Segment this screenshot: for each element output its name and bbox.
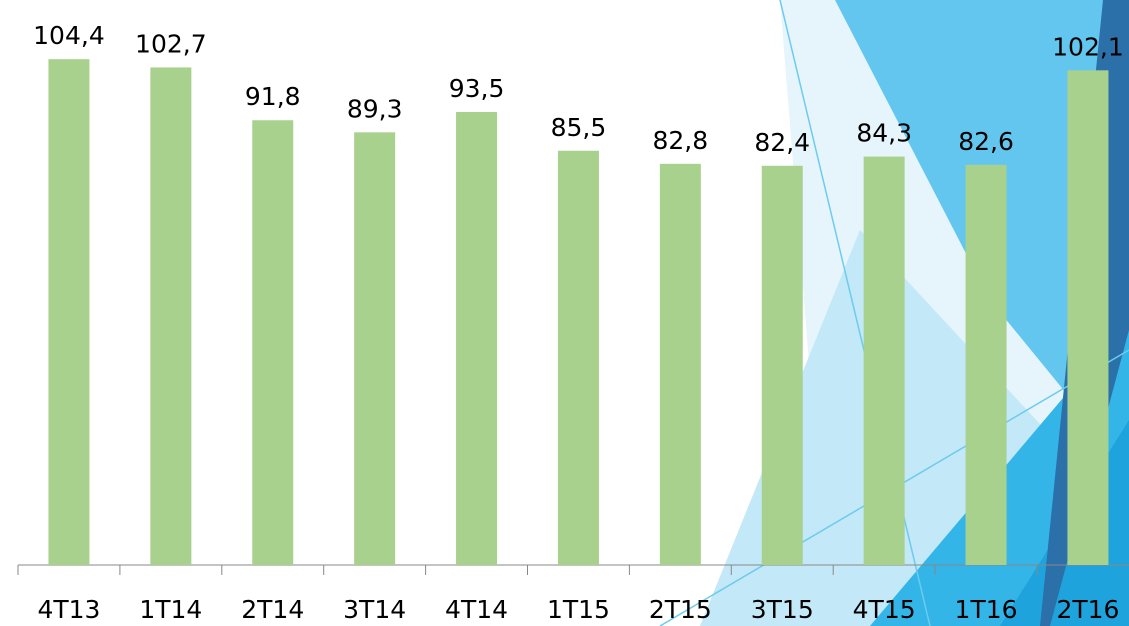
x-tick-label: 4T13 <box>37 595 100 624</box>
value-label: 82,8 <box>653 126 709 155</box>
bar <box>965 164 1007 566</box>
x-tick-label: 3T14 <box>343 595 406 624</box>
value-label: 102,1 <box>1052 32 1124 61</box>
value-label: 93,5 <box>449 74 505 103</box>
bar <box>252 120 294 565</box>
value-label: 82,6 <box>958 127 1014 156</box>
x-tick-label: 1T15 <box>547 595 610 624</box>
bar <box>659 163 701 566</box>
x-tick-label: 1T14 <box>139 595 202 624</box>
value-label: 82,4 <box>754 128 810 157</box>
bar <box>1067 70 1109 565</box>
bar <box>150 67 192 565</box>
bar <box>557 150 599 565</box>
bar <box>354 132 396 566</box>
value-label: 91,8 <box>245 82 301 111</box>
x-tick-label: 2T14 <box>241 595 304 624</box>
bar <box>456 111 498 566</box>
bar <box>863 156 905 565</box>
value-label: 102,7 <box>135 29 207 58</box>
value-label: 84,3 <box>856 119 912 148</box>
x-tick-label: 4T15 <box>853 595 916 624</box>
x-tick-label: 2T16 <box>1056 595 1119 624</box>
bar <box>48 59 90 565</box>
x-tick-label: 1T16 <box>955 595 1018 624</box>
x-tick-label: 2T15 <box>649 595 712 624</box>
value-label: 85,5 <box>551 113 607 142</box>
x-tick-label: 3T15 <box>751 595 814 624</box>
value-label: 104,4 <box>33 21 105 50</box>
x-tick-label: 4T14 <box>445 595 508 624</box>
bar <box>761 165 803 565</box>
value-label: 89,3 <box>347 94 403 123</box>
